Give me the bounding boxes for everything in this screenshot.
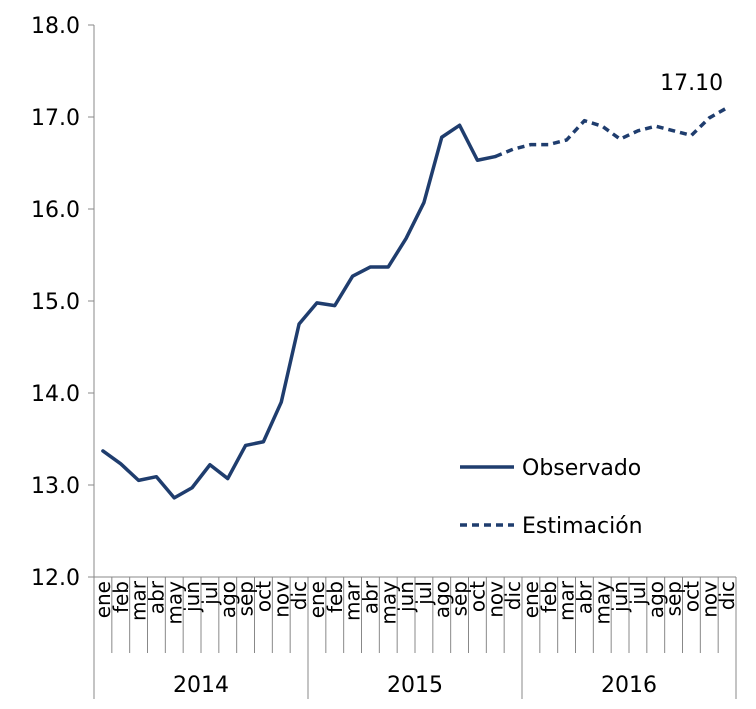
x-tick-label: ene [91, 581, 115, 618]
x-tick-label: oct [251, 581, 275, 612]
x-tick-label: jun [180, 581, 204, 613]
x-tick-label: dic [287, 581, 311, 610]
x-tick-label: ene [305, 581, 329, 618]
legend-label-observado: Observado [522, 456, 641, 481]
x-tick-label: abr [144, 580, 168, 614]
x-tick-label: sep [234, 581, 258, 616]
x-tick-label: oct [465, 581, 489, 612]
x-tick-label: dic [501, 581, 525, 610]
last-value-annotation: 17.10 [660, 71, 723, 96]
y-tick-label: 17.0 [31, 106, 80, 131]
x-tick-label: jun [608, 581, 632, 613]
y-tick-label: 13.0 [31, 474, 80, 499]
x-tick-label: feb [323, 581, 347, 613]
x-tick-label: sep [448, 581, 472, 616]
y-tick-label: 18.0 [31, 14, 80, 39]
y-axis-ticks: 12.0 13.0 14.0 15.0 16.0 17.0 18.0 [31, 14, 94, 591]
legend: Observado Estimación [460, 456, 643, 539]
y-tick-label: 12.0 [31, 566, 80, 591]
y-tick-label: 14.0 [31, 382, 80, 407]
x-tick-label: dic [715, 581, 739, 610]
y-tick-label: 15.0 [31, 290, 80, 315]
series-line-estimacion [494, 106, 728, 159]
x-axis-ticks: enefebmarabrmayjunjulagosepoctnovdicenef… [91, 577, 739, 699]
x-tick-label: mar [555, 580, 579, 621]
x-tick-label: may [590, 581, 614, 625]
x-tick-label: abr [572, 580, 596, 614]
x-tick-label: may [376, 581, 400, 625]
year-label: 2015 [387, 673, 443, 698]
year-labels: 2014 2015 2016 [173, 673, 657, 698]
x-tick-label: feb [109, 581, 133, 613]
x-tick-label: sep [662, 581, 686, 616]
x-tick-label: nov [697, 581, 721, 618]
x-tick-label: abr [358, 580, 382, 614]
x-tick-label: ago [430, 581, 454, 618]
x-tick-label: ene [519, 581, 543, 618]
legend-label-estimacion: Estimación [522, 514, 643, 539]
x-tick-label: feb [537, 581, 561, 613]
x-tick-label: jul [198, 581, 222, 606]
year-label: 2016 [601, 673, 657, 698]
y-tick-label: 16.0 [31, 198, 80, 223]
x-tick-label: mar [341, 580, 365, 621]
x-tick-label: oct [679, 581, 703, 612]
x-tick-label: nov [269, 581, 293, 618]
x-tick-label: jun [394, 581, 418, 613]
x-tick-label: jul [626, 581, 650, 606]
x-tick-label: jul [412, 581, 436, 606]
series-line-observado [101, 123, 497, 500]
x-tick-label: ago [216, 581, 240, 618]
series-lines [101, 106, 728, 500]
x-tick-label: mar [127, 580, 151, 621]
x-tick-label: may [162, 581, 186, 625]
year-label: 2014 [173, 673, 229, 698]
x-tick-label: nov [483, 581, 507, 618]
x-tick-label: ago [644, 581, 668, 618]
